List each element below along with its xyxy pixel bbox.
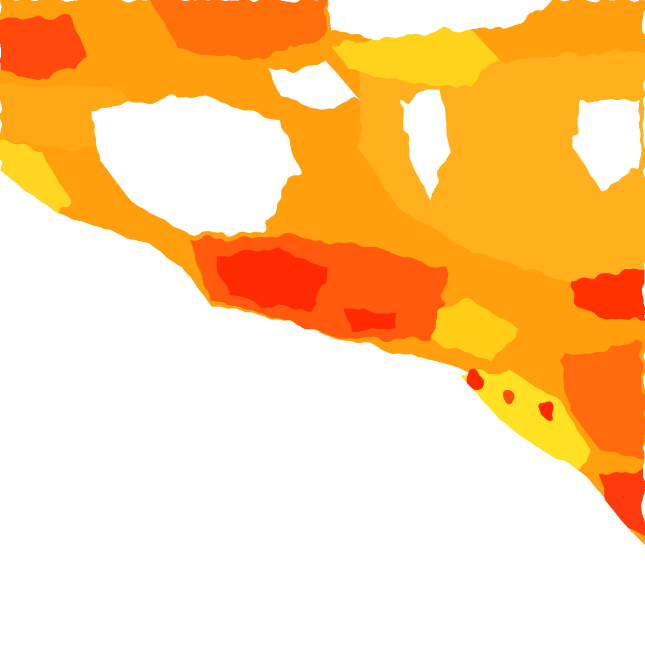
no-data: [400, 90, 450, 200]
no-data: [90, 95, 300, 235]
red-area: [215, 250, 330, 310]
red-area: [150, 0, 330, 60]
yellow-band: [0, 140, 70, 215]
red-area: [560, 340, 645, 460]
red-spot: [504, 392, 516, 404]
red-spot: [540, 402, 556, 418]
yellow-band: [330, 28, 500, 90]
red-area: [570, 270, 645, 320]
yellow-band: [460, 370, 590, 470]
red-area: [600, 470, 645, 535]
red-spot: [467, 372, 483, 388]
red-area: [345, 310, 398, 330]
red-area: [0, 15, 90, 80]
no-data: [330, 0, 560, 40]
no-data-areas: [90, 0, 640, 235]
no-data: [270, 65, 360, 110]
no-data: [575, 100, 640, 190]
